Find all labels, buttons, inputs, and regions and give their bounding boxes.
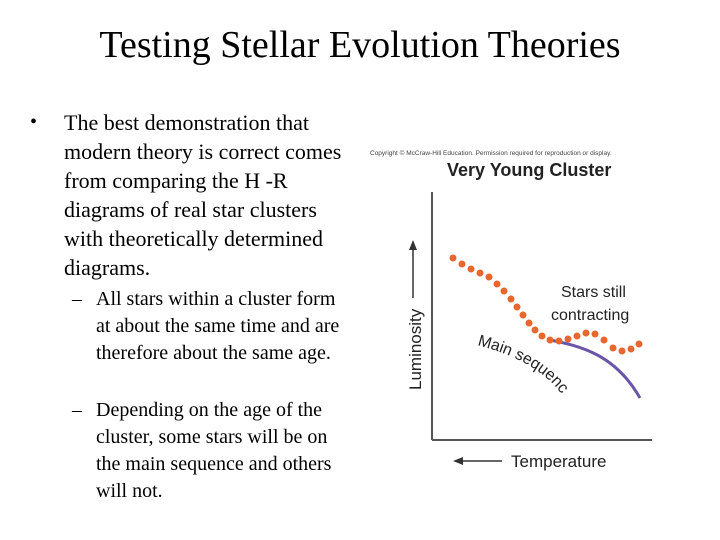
bullet-marker: • [30,111,38,133]
star-dot [485,273,493,281]
contracting-label-line1: Stars still [561,284,626,301]
temperature-arrow [453,457,502,465]
star-dot [531,326,539,334]
star-dot [519,311,527,319]
star-dot [600,336,608,344]
star-dot [458,260,466,268]
star-dot [582,329,590,337]
star-dot [500,287,508,295]
star-dot [493,280,501,288]
main-bullet-text: The best demonstration that modern theor… [64,110,342,280]
figure-title: Very Young Cluster [447,160,611,180]
sub-bullet-marker: – [72,399,82,421]
luminosity-arrow [409,240,417,298]
contracting-stars-dots [449,254,643,355]
hr-diagram-figure: Copyright © McCraw-Hill Education. Permi… [361,127,710,480]
contracting-label-line2: contracting [551,307,629,324]
star-dot [555,337,563,345]
star-dot [609,344,617,352]
star-dot [627,345,635,353]
star-dot [476,269,484,277]
star-dot [564,335,572,343]
star-dot [635,340,643,348]
star-dot [538,332,546,340]
star-dot [507,295,515,303]
sub-bullet-text: All stars within a cluster form at about… [96,288,340,364]
slide-title: Testing Stellar Evolution Theories [99,24,621,66]
star-dot [449,254,457,262]
sub-bullet-marker: – [72,288,82,310]
star-dot [573,332,581,340]
hr-diagram: Copyright © McCraw-Hill Education. Permi… [361,127,652,471]
star-dot [525,319,533,327]
star-dot [467,265,475,273]
star-dot [546,336,554,344]
x-axis-label: Temperature [511,452,606,471]
sub-bullet-text: Depending on the age of the cluster, som… [96,399,332,502]
star-dot [618,347,626,355]
star-dot [513,303,521,311]
copyright-notice: Copyright © McCraw-Hill Education. Permi… [370,149,612,157]
star-dot [591,330,599,338]
y-axis-label: Luminosity [406,308,425,390]
